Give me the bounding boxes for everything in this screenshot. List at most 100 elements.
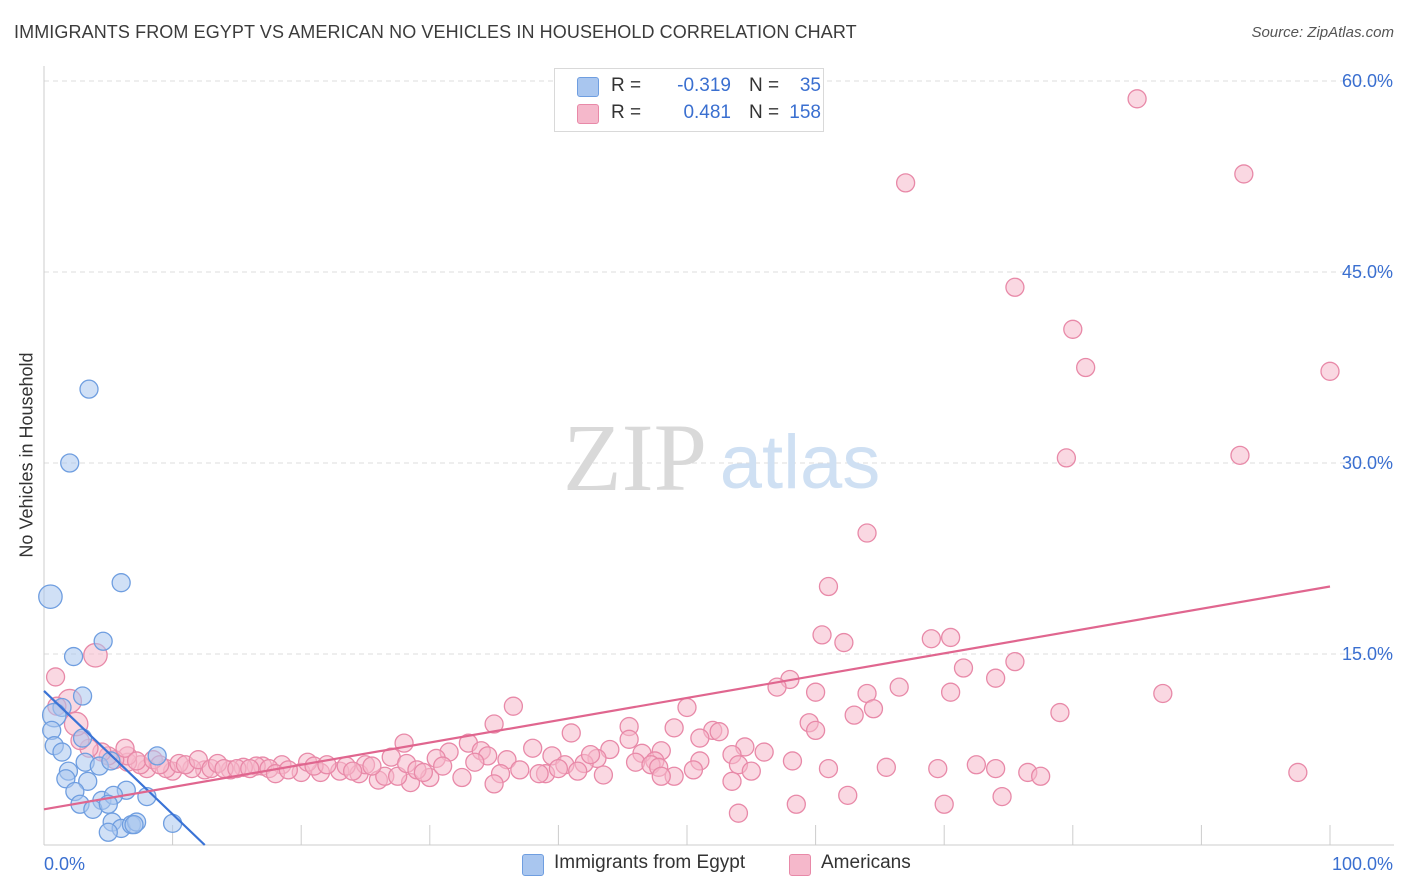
- americans-point: [45, 667, 66, 687]
- americans-point: [741, 761, 761, 781]
- r-label: R =: [611, 102, 642, 123]
- americans-legend-label: Americans: [821, 852, 911, 873]
- egypt-trend-line: [43, 690, 206, 846]
- americans-point: [805, 720, 826, 741]
- americans-point: [452, 767, 472, 788]
- americans-legend-swatch: [789, 854, 811, 876]
- americans-point: [782, 751, 803, 771]
- americans-point: [754, 742, 774, 762]
- americans-point: [465, 752, 485, 772]
- americans-point: [985, 758, 1006, 779]
- americans-point: [580, 744, 601, 765]
- americans-point: [484, 714, 504, 734]
- egypt-point: [38, 584, 63, 610]
- americans-point: [413, 762, 434, 783]
- americans-point: [940, 627, 961, 648]
- watermark-zip: ZIP: [563, 404, 707, 511]
- egypt-swatch: [577, 77, 599, 97]
- egypt-point: [111, 573, 131, 593]
- americans-point: [876, 757, 896, 777]
- americans-point: [1234, 164, 1254, 184]
- americans-point: [928, 758, 948, 779]
- americans-point: [1005, 651, 1025, 672]
- egypt-point: [72, 728, 93, 748]
- americans-point: [834, 632, 854, 653]
- americans-point: [677, 697, 697, 718]
- y-tick-label: 60.0%: [1342, 71, 1393, 91]
- americans-point: [992, 786, 1012, 807]
- americans-point: [953, 658, 974, 678]
- americans-point: [548, 758, 569, 779]
- americans-point: [889, 677, 909, 697]
- watermark: ZIP atlas: [563, 404, 880, 511]
- egypt-point: [101, 751, 121, 771]
- egypt-point: [63, 646, 84, 667]
- egypt-point: [124, 814, 144, 835]
- americans-point: [433, 756, 453, 776]
- americans-point: [844, 705, 864, 725]
- source-label: Source: ZipAtlas.com: [1251, 24, 1394, 41]
- egypt-point: [93, 631, 113, 651]
- tick-labels: 15.0% 30.0% 45.0% 60.0% 0.0% 100.0%: [44, 71, 1393, 874]
- americans-point: [728, 803, 749, 823]
- y-tick-label: 15.0%: [1342, 644, 1393, 664]
- egypt-point: [98, 822, 118, 842]
- americans-point: [523, 738, 543, 758]
- stats-legend: R = -0.319 N = 35 R = 0.481 N = 158: [554, 68, 824, 132]
- americans-point: [651, 766, 671, 786]
- y-tick-label: 30.0%: [1342, 453, 1393, 473]
- americans-point: [278, 760, 298, 780]
- watermark-atlas: atlas: [720, 420, 881, 505]
- americans-point: [786, 794, 806, 814]
- n-value: 158: [789, 102, 821, 123]
- americans-point: [985, 668, 1006, 688]
- americans-point: [664, 718, 684, 738]
- americans-point: [690, 728, 710, 748]
- americans-point: [818, 576, 839, 597]
- americans-point: [683, 760, 704, 780]
- r-label: R =: [611, 75, 642, 96]
- americans-point: [863, 699, 884, 719]
- r-value: 0.481: [683, 102, 731, 123]
- americans-point: [709, 722, 729, 742]
- americans-point: [812, 625, 832, 645]
- americans-trend-line: [43, 585, 1331, 811]
- americans-point: [895, 173, 916, 193]
- americans-point: [1288, 762, 1308, 783]
- americans-point: [1076, 357, 1096, 378]
- grid-layer: [44, 80, 1394, 655]
- n-label: N =: [749, 75, 780, 96]
- egypt-point: [79, 379, 99, 399]
- americans-point: [568, 761, 588, 781]
- egypt-point: [78, 771, 98, 791]
- americans-point: [362, 756, 382, 776]
- americans-point: [966, 755, 986, 775]
- americans-point: [561, 723, 581, 743]
- americans-point: [1063, 319, 1083, 339]
- americans-point: [940, 682, 961, 702]
- americans-point: [394, 733, 414, 753]
- americans-point: [805, 682, 826, 702]
- americans-point: [619, 729, 639, 749]
- egypt-point: [162, 813, 183, 834]
- americans-point: [1127, 89, 1147, 109]
- americans-point: [934, 794, 954, 814]
- series-legend: Immigrants from Egypt Americans: [0, 852, 1406, 880]
- americans-point: [818, 758, 839, 779]
- n-value: 35: [799, 75, 821, 96]
- trend-layer: [43, 585, 1331, 846]
- americans-point: [1153, 683, 1173, 704]
- americans-point: [342, 761, 363, 781]
- americans-point: [1050, 702, 1070, 723]
- egypt-point: [72, 686, 93, 706]
- americans-point: [1056, 448, 1077, 468]
- americans-point: [503, 696, 524, 716]
- egypt-legend-label: Immigrants from Egypt: [554, 852, 746, 873]
- americans-point: [115, 738, 135, 758]
- americans-point: [1230, 445, 1250, 466]
- americans-point: [126, 751, 147, 771]
- americans-point: [1320, 361, 1340, 381]
- x-tick-label: 0.0%: [44, 854, 85, 874]
- egypt-point: [147, 746, 167, 766]
